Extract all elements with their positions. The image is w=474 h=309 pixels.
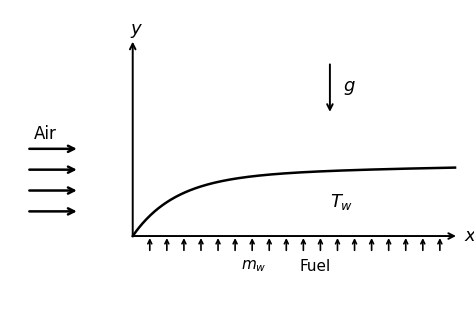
Text: $T_w$: $T_w$ [329,192,353,212]
Text: Fuel: Fuel [300,259,331,274]
Text: $g$: $g$ [343,79,356,97]
Text: Air: Air [34,125,57,143]
Text: $m_w$: $m_w$ [241,259,267,274]
Text: $y$: $y$ [130,22,143,40]
Text: $x$: $x$ [464,227,474,245]
